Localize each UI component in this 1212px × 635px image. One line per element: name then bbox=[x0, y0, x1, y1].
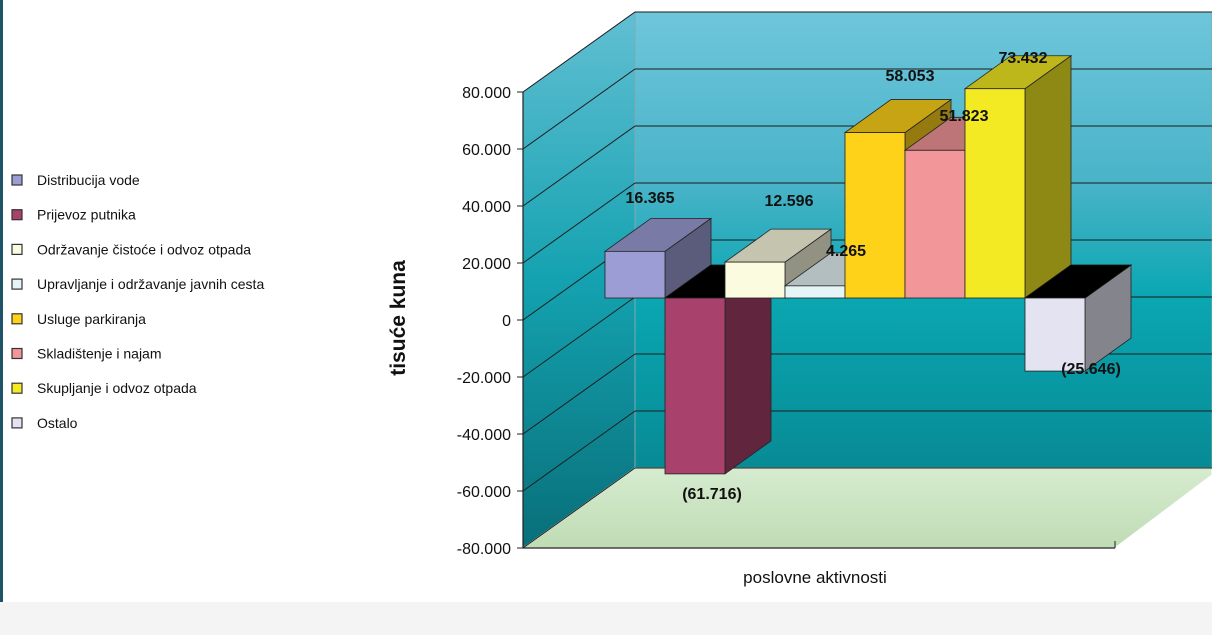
y-tick-label: 40.000 bbox=[462, 199, 511, 216]
legend-swatch-icon bbox=[11, 243, 23, 255]
legend-label: Skupljanje i odvoz otpada bbox=[37, 380, 197, 396]
gridline-side bbox=[522, 353, 636, 435]
bar bbox=[603, 217, 713, 299]
bar-value-label: 16.365 bbox=[626, 190, 675, 207]
y-tick-label: -20.000 bbox=[457, 370, 511, 387]
bar-front bbox=[1024, 297, 1086, 372]
bar-front bbox=[664, 297, 726, 475]
legend-swatch-icon bbox=[11, 278, 23, 290]
gridline-side bbox=[522, 182, 636, 264]
bar-value-label: 51.823 bbox=[940, 108, 989, 125]
legend-item: Upravljanje i održavanje javnih cesta bbox=[11, 276, 264, 292]
bar bbox=[963, 54, 1073, 299]
bar-front bbox=[904, 149, 966, 299]
y-tick-label: 20.000 bbox=[462, 256, 511, 273]
bottom-band bbox=[0, 602, 1212, 635]
legend-item: Ostalo bbox=[11, 415, 78, 431]
legend-item: Održavanje čistoće i odvoz otpada bbox=[11, 241, 251, 257]
bar-front bbox=[964, 88, 1026, 299]
bar bbox=[663, 264, 773, 475]
bar-value-label: (61.716) bbox=[682, 486, 742, 503]
gridline-side bbox=[522, 410, 636, 492]
y-tick-label: 0 bbox=[502, 313, 511, 330]
bar-side bbox=[1024, 54, 1072, 299]
gridline-side bbox=[522, 296, 636, 378]
bar bbox=[1023, 264, 1133, 372]
legend-item: Skupljanje i odvoz otpada bbox=[11, 380, 197, 396]
legend-label: Ostalo bbox=[37, 415, 78, 431]
y-axis: -80.000 -60.000 -40.000 -20.000 0 20.000 40.00… bbox=[457, 85, 1116, 558]
y-tick-label: 80.000 bbox=[462, 85, 511, 102]
bar-series bbox=[603, 54, 1133, 475]
x-axis-label: poslovne aktivnosti bbox=[743, 568, 887, 587]
bar-value-label: 12.596 bbox=[765, 193, 814, 210]
y-tick-label: -60.000 bbox=[457, 484, 511, 501]
legend-label: Distribucija vode bbox=[37, 172, 140, 188]
y-tick-label: -80.000 bbox=[457, 541, 511, 558]
legend-label: Upravljanje i održavanje javnih cesta bbox=[37, 276, 264, 292]
legend: Distribucija vode Prijevoz putnika Održava… bbox=[11, 172, 264, 431]
legend-swatch-icon bbox=[11, 417, 23, 429]
legend-item: Prijevoz putnika bbox=[11, 207, 136, 223]
y-axis-label: tisuće kuna bbox=[387, 260, 410, 376]
bar-front bbox=[784, 285, 846, 299]
legend-swatch-icon bbox=[11, 347, 23, 360]
legend-label: Usluge parkiranja bbox=[37, 311, 146, 327]
y-tick-label: -40.000 bbox=[457, 427, 511, 444]
bar-front bbox=[604, 250, 666, 299]
bar-front bbox=[844, 132, 906, 299]
legend-swatch-icon bbox=[11, 174, 23, 186]
legend-item: Usluge parkiranja bbox=[11, 311, 146, 327]
legend-item: Distribucija vode bbox=[11, 172, 140, 188]
legend-swatch-icon bbox=[11, 313, 23, 325]
gridline-side bbox=[522, 68, 636, 150]
gridline-side bbox=[522, 467, 636, 549]
plot-walls bbox=[521, 11, 1212, 549]
legend-swatch-icon bbox=[11, 382, 23, 394]
legend-label: Skladištenje i najam bbox=[37, 346, 162, 362]
bar-value-label: 73.432 bbox=[999, 50, 1048, 67]
window-edge bbox=[0, 0, 3, 635]
legend-item: Skladištenje i najam bbox=[11, 346, 162, 362]
bar bbox=[723, 228, 833, 299]
gridline-side bbox=[522, 11, 636, 93]
legend-swatch-icon bbox=[11, 209, 23, 221]
floor bbox=[521, 467, 1212, 549]
data-labels: 16.365 (61.716) 12.596 4.265 58.053 51.823 73.… bbox=[626, 50, 1121, 503]
bar-value-label: (25.646) bbox=[1061, 361, 1121, 378]
gridline-side bbox=[522, 125, 636, 207]
legend-label: Održavanje čistoće i odvoz otpada bbox=[37, 241, 251, 257]
y-tick-label: 60.000 bbox=[462, 142, 511, 159]
bar-value-label: 4.265 bbox=[826, 243, 866, 260]
legend-label: Prijevoz putnika bbox=[37, 207, 136, 223]
bar-value-label: 58.053 bbox=[886, 68, 935, 85]
bar-front bbox=[724, 261, 786, 299]
